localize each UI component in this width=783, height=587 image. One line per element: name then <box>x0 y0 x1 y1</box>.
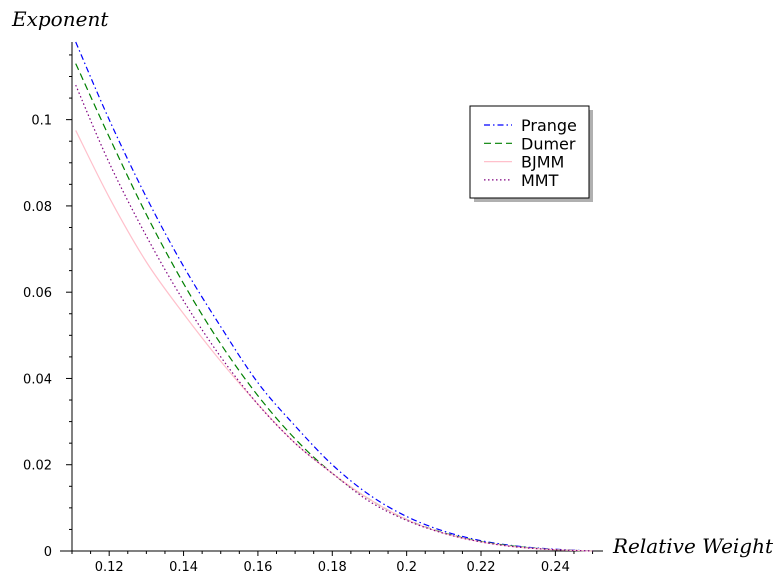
legend-label-dumer: Dumer <box>521 134 576 153</box>
x-tick-label: 0.22 <box>467 560 496 575</box>
legend-box <box>469 105 590 199</box>
x-tick-label: 0.12 <box>95 560 124 575</box>
y-tick-label: 0.02 <box>23 459 52 474</box>
legend-label-mmt: MMT <box>521 171 559 190</box>
y-axis-title: Exponent <box>11 7 109 31</box>
y-tick-label: 0 <box>44 545 52 560</box>
y-tick-label: 0.04 <box>23 372 52 387</box>
series-line-bjmm <box>75 130 593 552</box>
y-tick-label: 0.08 <box>23 200 52 215</box>
x-tick-label: 0.18 <box>318 560 347 575</box>
y-tick-label: 0.1 <box>31 114 52 129</box>
x-tick-label: 0.14 <box>169 560 198 575</box>
x-tick-label: 0.2 <box>396 560 417 575</box>
y-tick-label: 0.06 <box>23 286 52 301</box>
legend-label-bjmm: BJMM <box>521 153 564 172</box>
x-tick-label: 0.16 <box>243 560 272 575</box>
x-axis-title: Relative Weight <box>612 534 774 558</box>
series-lines <box>75 41 593 552</box>
x-tick-label: 0.24 <box>541 560 570 575</box>
legend-label-prange: Prange <box>521 116 577 135</box>
axes: 0.12 0.14 0.16 0.18 0.2 0.22 0.24 0 0.02 0.04 0.06… <box>23 42 603 575</box>
